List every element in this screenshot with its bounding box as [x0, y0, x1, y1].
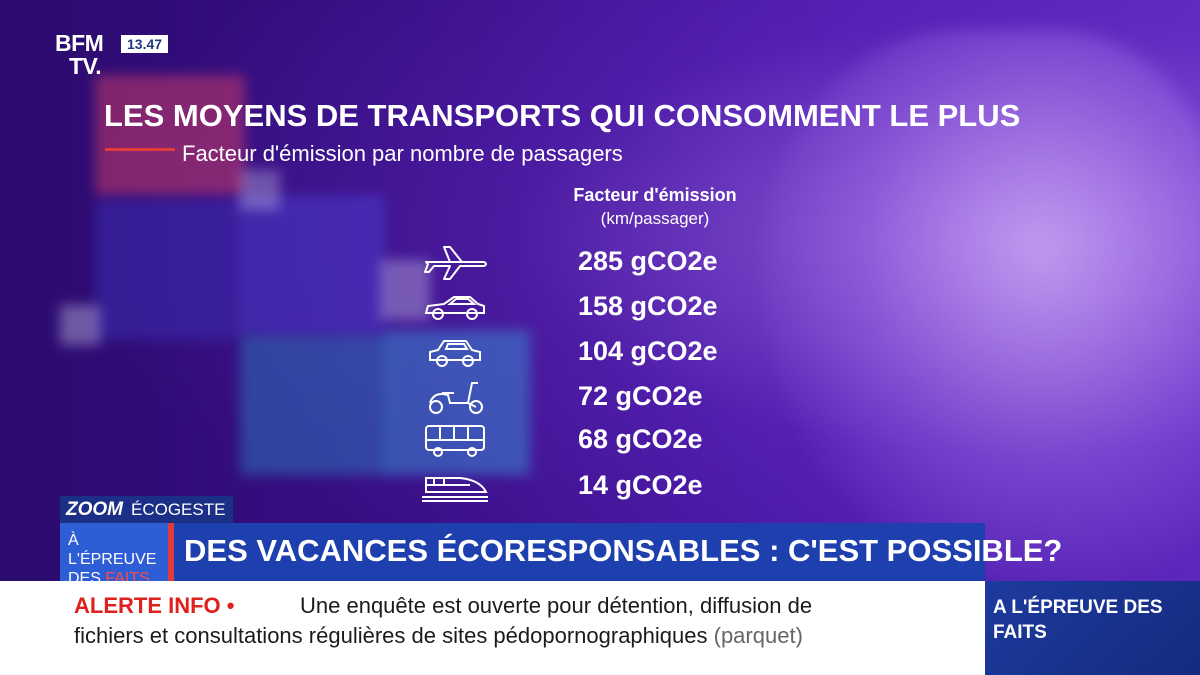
emission-row-sports-car: 158 gCO2e: [420, 287, 780, 327]
accent-line: [105, 148, 175, 151]
scooter-icon: [429, 382, 483, 414]
sports-car-icon: [424, 296, 485, 320]
logo-line2: TV.: [69, 53, 102, 79]
emission-value: 14 gCO2e: [578, 470, 703, 500]
column-header: Facteur d'émission: [573, 185, 737, 205]
alert-label: ALERTE INFO •: [74, 593, 235, 618]
channel-logo: BFM TV. 13.47: [55, 30, 169, 79]
background-shape: [235, 195, 385, 335]
bus-icon: [425, 425, 485, 457]
airplane-icon: [424, 246, 487, 280]
background-shape: [240, 335, 390, 475]
emission-value: 104 gCO2e: [578, 336, 718, 366]
headline: DES VACANCES ÉCORESPONSABLES : C'EST POS…: [184, 533, 1063, 568]
background-shape: [380, 260, 430, 320]
headline-separator: [168, 523, 174, 581]
segment-logo: ZOOM: [60, 496, 129, 523]
background-shape: [95, 75, 245, 195]
program-side-box: A L'ÉPREUVE DES FAITS: [985, 581, 1200, 675]
emission-value: 158 gCO2e: [578, 291, 718, 321]
news-ticker: ALERTE INFO • Une enquête est ouverte po…: [0, 581, 985, 675]
ticker-line2: fichiers et consultations régulières de …: [74, 623, 803, 649]
column-unit: (km/passager): [600, 209, 710, 228]
train-icon: [422, 477, 488, 502]
emission-row-scooter: 72 gCO2e: [420, 377, 780, 417]
graphic-subtitle: Facteur d'émission par nombre de passage…: [182, 141, 623, 166]
logo-line1: BFM: [55, 30, 104, 56]
segment-label: ÉCOGESTE: [129, 496, 234, 523]
emission-value: 285 gCO2e: [578, 246, 718, 276]
ticker-line2-text: fichiers et consultations régulières de …: [74, 623, 708, 648]
headline-bar: À L'ÉPREUVE DES FAITS DES VACANCES ÉCORE…: [60, 523, 1062, 587]
ticker-line1: Une enquête est ouverte pour détention, …: [300, 593, 813, 618]
emission-row-car: 104 gCO2e: [420, 332, 780, 372]
background-shape: [60, 305, 100, 345]
background-shape: [95, 200, 235, 340]
emission-row-airplane: 285 gCO2e: [420, 242, 780, 282]
emission-row-train: 14 gCO2e: [420, 466, 780, 506]
program-tag: À L'ÉPREUVE DES FAITS: [60, 523, 168, 587]
clock: 13.47: [121, 35, 169, 53]
program-tag-line1: À L'ÉPREUVE: [68, 532, 157, 568]
emission-value: 68 gCO2e: [578, 424, 703, 454]
segment-tag: ZOOM ÉCOGESTE: [60, 496, 234, 523]
graphic-title: LES MOYENS DE TRANSPORTS QUI CONSOMMENT …: [104, 98, 1021, 133]
ticker-source: (parquet): [713, 623, 803, 648]
emission-value: 72 gCO2e: [578, 381, 703, 411]
program-side-text: A L'ÉPREUVE DES FAITS: [993, 597, 1163, 643]
emission-row-bus: 68 gCO2e: [420, 420, 780, 460]
car-icon: [429, 340, 481, 367]
background-shape: [240, 170, 280, 210]
